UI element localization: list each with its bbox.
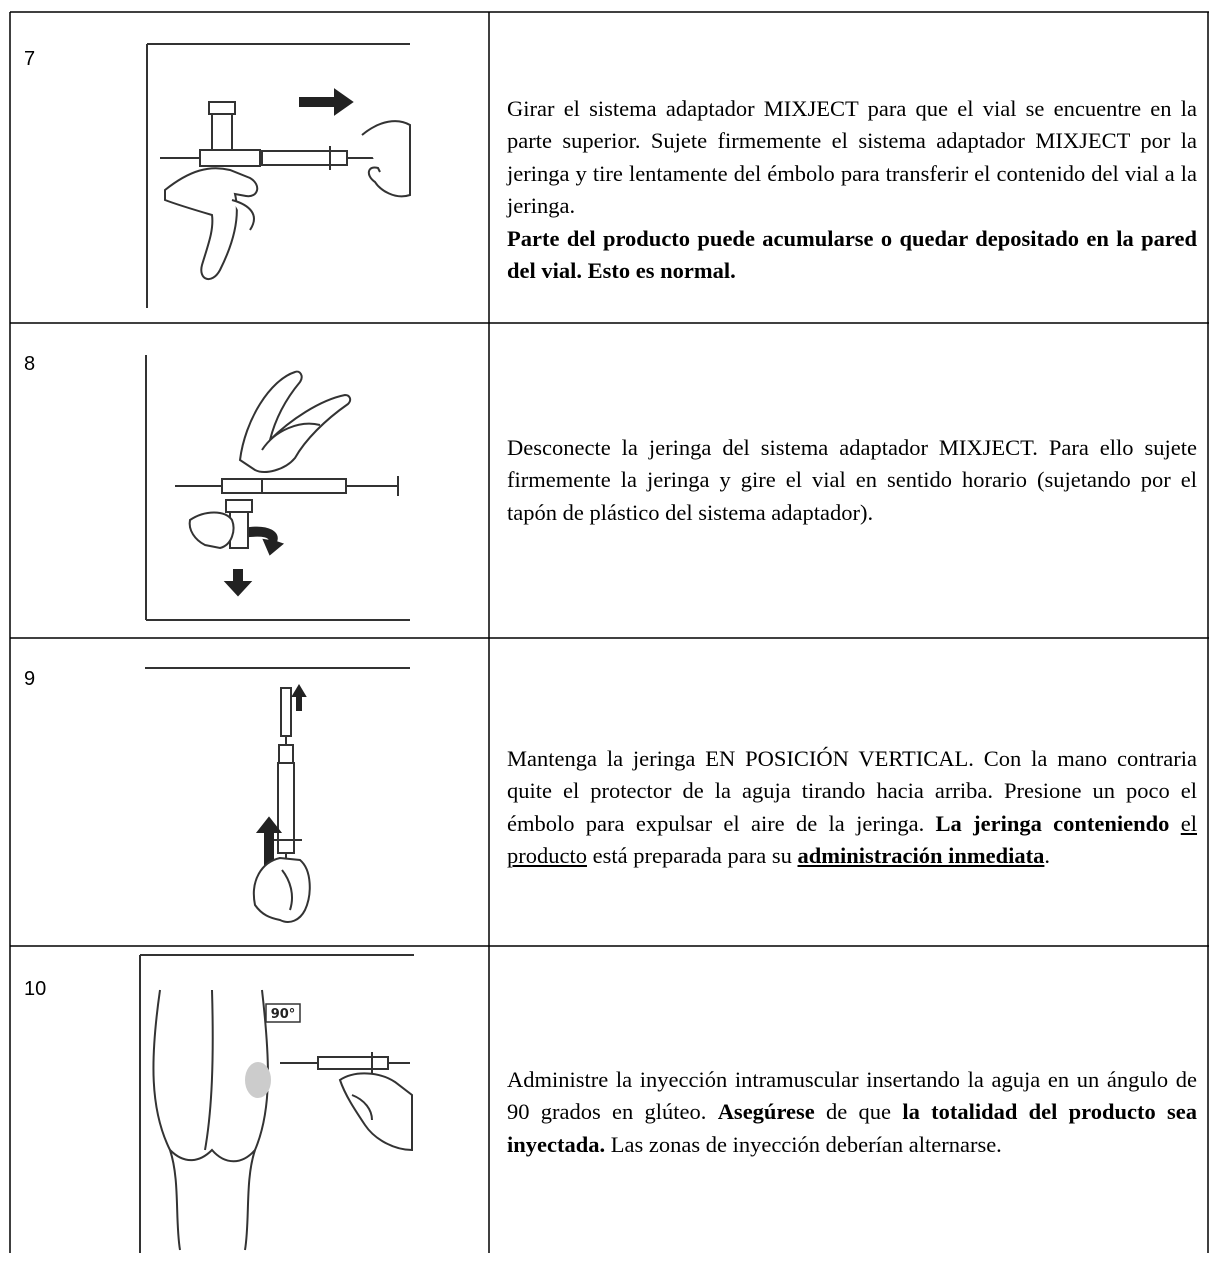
step-number: 9 [24, 668, 36, 690]
illustration-step-8 [145, 355, 410, 621]
bold-text: La jeringa conteniendo [935, 810, 1170, 836]
illustration-step-9 [145, 667, 410, 923]
text: Las zonas de inyección deberían alternar… [610, 1131, 1002, 1157]
illustration-step-7 [146, 43, 411, 308]
text: Desconecte la jeringa del sistema adapta… [507, 434, 1197, 525]
instruction: Mantenga la jeringa EN POSICIÓN VERTICAL… [507, 743, 1197, 873]
bold-underlined-text: administración inmediata [797, 843, 1045, 868]
instruction: Girar el sistema adaptador MIXJECT para … [507, 93, 1197, 288]
instruction: Desconecte la jeringa del sistema adapta… [507, 432, 1197, 530]
instruction-cell: Mantenga la jeringa EN POSICIÓN VERTICAL… [507, 650, 1197, 965]
bold-text: Asegúrese [717, 1099, 815, 1125]
instruction: Administre la inyección intramuscular in… [507, 1064, 1197, 1162]
text: está preparada para su [592, 843, 792, 868]
figure-label: 90° [271, 1007, 296, 1022]
underlined-text: el producto [507, 810, 1198, 869]
text: . [1044, 843, 1051, 868]
instruction-cell: Girar el sistema adaptador MIXJECT para … [507, 40, 1197, 340]
table-borders [9, 11, 1209, 1253]
text: Girar el sistema adaptador MIXJECT para … [507, 95, 1197, 219]
text: de que [826, 1099, 892, 1125]
bold-text: Parte del producto puede acumularse o qu… [507, 225, 1197, 284]
step-number: 7 [24, 48, 36, 70]
step-number: 8 [24, 353, 36, 375]
instruction-cell: Administre la inyección intramuscular in… [507, 955, 1197, 1270]
step-number: 10 [24, 978, 47, 1000]
illustration-step-10: 90° [139, 954, 414, 1253]
text: Administre la inyección intramuscular in… [507, 1066, 1197, 1125]
bold-text: la totalidad del producto sea inyectada. [507, 1099, 1198, 1157]
text: Mantenga la jeringa EN POSICIÓN VERTICAL… [507, 745, 1197, 836]
instruction-cell: Desconecte la jeringa del sistema adapta… [507, 323, 1197, 638]
